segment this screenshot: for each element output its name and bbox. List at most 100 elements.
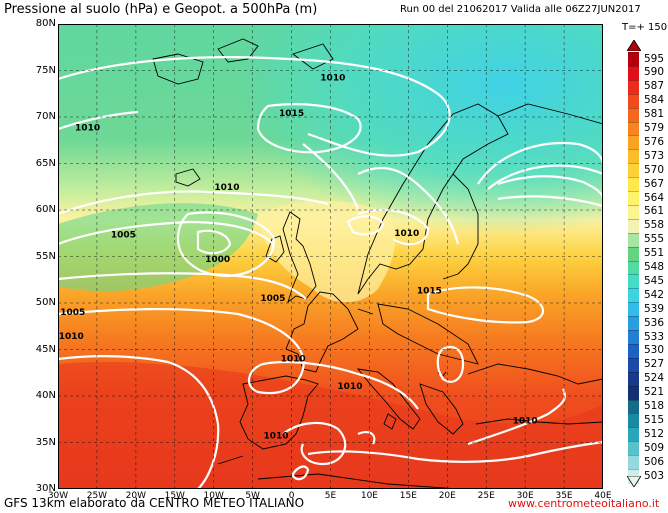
isobar-label: 1010	[59, 332, 84, 342]
isobar-label: 1000	[205, 255, 230, 265]
isobar-label: 1010	[214, 183, 239, 193]
lat-label: 30N	[35, 483, 56, 494]
lon-label: 40E	[594, 491, 612, 501]
lat-label: 35N	[35, 436, 56, 448]
colorbar-label: 527	[644, 358, 665, 371]
lat-label: 65N	[35, 157, 56, 169]
isobar-label: 1010	[263, 431, 288, 441]
run-validity: Run 00 del 21062017 Valida alle 06Z27JUN…	[400, 4, 641, 15]
lon-label: 5E	[324, 491, 337, 501]
colorbar-cell	[628, 274, 639, 290]
colorbar-cell	[628, 121, 639, 137]
colorbar-label: 564	[644, 191, 665, 204]
lat-label: 55N	[35, 250, 56, 262]
colorbar-cell	[628, 316, 639, 331]
isobar-labels: 1010 1010 1015 1010 1005 1000 1010 1005 1005 1015…	[59, 73, 538, 441]
colorbar-label: 533	[644, 330, 665, 343]
colorbar-cell	[628, 441, 639, 457]
colorbar-label: 542	[644, 288, 665, 301]
website-link[interactable]: www.centrometeoitaliano.it	[508, 497, 660, 510]
lon-label: 35E	[555, 491, 573, 501]
colorbar-label: 561	[644, 205, 665, 218]
isobar-label: 1005	[260, 294, 285, 304]
colorbar-cell	[628, 343, 639, 359]
colorbar-cell	[628, 330, 639, 345]
lon-label: 30E	[516, 491, 534, 501]
lat-label: 60N	[35, 204, 56, 215]
colorbar-label: 567	[644, 177, 665, 190]
colorbar-label: 509	[644, 441, 665, 454]
weather-map: 1010 1010 1015 1010 1005 1000 1010 1005 1005 1015…	[58, 24, 603, 489]
colorbar-cell	[628, 302, 639, 318]
colorbar-cell	[628, 399, 639, 415]
colorbar-cell	[628, 246, 639, 262]
colorbar-label: 576	[644, 135, 665, 148]
lon-label: 15W	[164, 491, 185, 501]
colorbar-cell	[628, 385, 639, 401]
chart-title: Pressione al suolo (hPa) e Geopot. a 500…	[4, 2, 318, 17]
lon-label: 25W	[86, 491, 108, 501]
colorbar-cell	[628, 218, 639, 234]
colorbar-cell	[628, 52, 639, 67]
yellow-tongue	[258, 200, 396, 303]
forecast-timestep: T=+ 150	[622, 22, 668, 33]
colorbar-label: 581	[644, 108, 665, 121]
colorbar-cell	[628, 232, 639, 248]
colorbar-label: 515	[644, 413, 665, 426]
colorbar-label: 595	[644, 52, 665, 65]
lat-label: 75N	[35, 64, 56, 76]
colorbar-label: 587	[644, 80, 665, 93]
isobar-label: 1010	[513, 417, 538, 427]
colorbar-cell	[628, 413, 639, 429]
colorbar-cell	[628, 260, 639, 276]
isobar-label: 1005	[111, 231, 136, 241]
isobar-contours	[58, 56, 603, 489]
lon-label: 20W	[125, 491, 147, 501]
lon-label: 10E	[360, 491, 378, 501]
colorbar-cell	[628, 107, 639, 123]
colorbar-label: 506	[644, 455, 665, 468]
colorbar-label: 503	[644, 469, 665, 482]
isobar-label: 1010	[337, 382, 362, 392]
lon-label: 30W	[47, 491, 69, 501]
colorbar-cell	[628, 357, 639, 373]
colorbar-cell	[628, 191, 639, 206]
grid-lines	[58, 24, 603, 489]
colorbar-cell	[628, 371, 639, 387]
lon-label: 25E	[477, 491, 495, 501]
colorbar-label: 579	[644, 122, 665, 134]
lon-label: 0	[288, 491, 295, 501]
colorbar-label: 539	[644, 302, 665, 315]
colorbar-cell	[628, 149, 639, 165]
lon-label: 10W	[203, 491, 224, 501]
colorbar-label: 518	[644, 400, 665, 412]
colorbar-label: 530	[644, 344, 665, 357]
colorbar-cell	[628, 65, 639, 81]
lat-label: 40N	[35, 390, 56, 401]
colorbar-label: 558	[644, 219, 665, 232]
isobar-label: 1015	[279, 109, 304, 119]
isobar-label: 1015	[417, 286, 442, 296]
colorbar-label: 590	[644, 66, 665, 79]
isobar-label: 1010	[320, 73, 345, 83]
colorbar-label: 521	[644, 386, 665, 399]
green-lobe	[58, 203, 258, 292]
map-frame	[58, 24, 603, 489]
colorbar-label: 545	[644, 274, 665, 287]
colorbar-cell	[628, 427, 639, 443]
colorbar-label: 584	[644, 94, 665, 107]
lon-label: 15E	[399, 491, 417, 501]
isobar-label: 1010	[75, 124, 100, 134]
colorbar-cell	[628, 79, 639, 95]
lat-label: 80N	[35, 18, 56, 29]
colorbar-cell	[628, 93, 639, 109]
colorbar-label: 524	[644, 372, 665, 385]
colorbar-cell	[628, 288, 639, 304]
colorbar-label: 551	[644, 247, 665, 260]
colorbar-label: 512	[644, 427, 665, 440]
colorbar-label: 548	[644, 261, 665, 273]
isobar-label: 1010	[394, 229, 419, 239]
colorbar-label: 555	[644, 233, 665, 246]
lat-label: 50N	[35, 297, 56, 308]
colorbar-cell	[628, 177, 639, 192]
